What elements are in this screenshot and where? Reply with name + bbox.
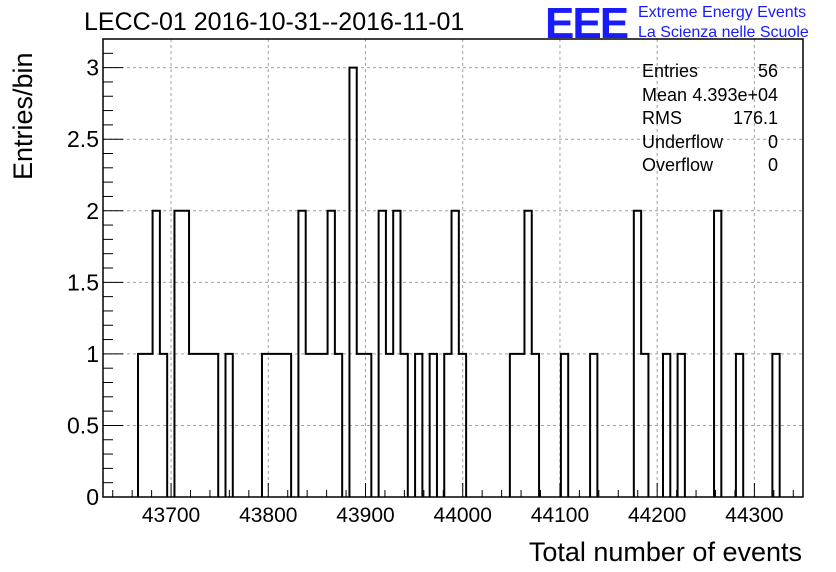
x-axis-label: Total number of events	[528, 537, 802, 567]
y-tick-label: 1.5	[67, 269, 99, 295]
x-tick-label: 44200	[628, 504, 686, 527]
logo-line-1: Extreme Energy Events	[638, 4, 807, 21]
y-tick-label: 2.5	[67, 126, 99, 152]
x-tick-label: 43700	[142, 504, 200, 527]
stats-value: 0	[767, 155, 778, 175]
eee-logo: EEE	[545, 0, 629, 48]
stats-key: Underflow	[642, 131, 724, 152]
stats-row-rms: RMS 176.1	[642, 107, 778, 131]
stats-box: Entries 56 Mean 4.393e+04 RMS 176.1 Unde…	[642, 60, 778, 178]
y-tick-label: 0	[86, 484, 99, 510]
stats-row-overflow: Overflow 0	[642, 154, 778, 178]
logo-caption: Extreme Energy Events La Scienza nelle S…	[638, 3, 809, 43]
stats-key: Entries	[642, 61, 699, 81]
stats-key: Overflow	[642, 155, 714, 175]
stats-value: 176.1	[732, 108, 778, 128]
y-tick-label: 0.5	[67, 412, 99, 438]
stats-row-underflow: Underflow 0	[642, 131, 778, 155]
stats-value: 0	[767, 131, 778, 152]
x-tick-label: 43900	[336, 504, 394, 527]
x-tick-label: 44300	[725, 504, 783, 527]
chart-title: LECC-01 2016-10-31--2016-11-01	[84, 8, 465, 36]
x-tick-label: 43800	[239, 504, 297, 527]
y-tick-label: 2	[86, 198, 99, 224]
stats-row-entries: Entries 56	[642, 60, 778, 84]
stats-row-mean: Mean 4.393e+04	[642, 84, 778, 108]
logo-line-2: La Scienza nelle Scuole	[638, 24, 809, 41]
x-tick-label: 44100	[531, 504, 589, 527]
x-tick-label: 44000	[434, 504, 492, 527]
stats-key: RMS	[642, 108, 682, 128]
axis-ticks	[103, 52, 794, 498]
stats-value: 4.393e+04	[692, 84, 778, 105]
y-tick-label: 1	[86, 341, 99, 367]
stats-key: Mean	[642, 84, 688, 105]
stats-value: 56	[757, 61, 778, 81]
tick-labels: 43700 43800 43900 44000 44100 44200 44300 0 0.5 1…	[67, 55, 784, 527]
y-tick-label: 3	[86, 55, 99, 81]
y-axis-label: Entries/bin	[8, 52, 38, 180]
histogram-line	[137, 66, 781, 497]
